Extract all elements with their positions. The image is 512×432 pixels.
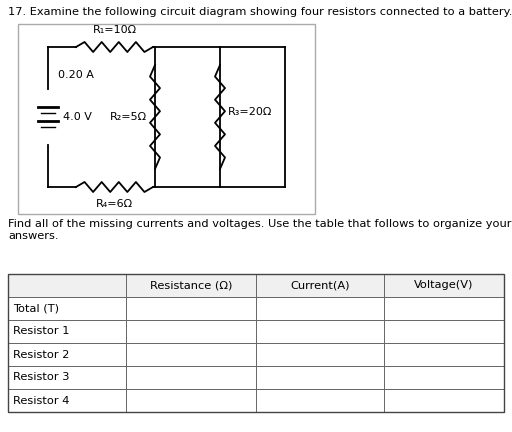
Text: R₁=10Ω: R₁=10Ω: [93, 25, 137, 35]
Bar: [8, 297, 504, 320]
Text: 4.0 V: 4.0 V: [63, 112, 92, 122]
Text: R₃=20Ω: R₃=20Ω: [228, 107, 272, 117]
Bar: [8, 274, 504, 412]
Bar: [8, 343, 504, 366]
Bar: [8, 366, 504, 389]
Bar: [8, 389, 504, 412]
Text: R₂=5Ω: R₂=5Ω: [110, 112, 147, 122]
Text: Resistor 1: Resistor 1: [13, 327, 70, 337]
Text: Voltage(V): Voltage(V): [414, 280, 474, 290]
Text: Resistor 2: Resistor 2: [13, 349, 69, 359]
Bar: [18, 24, 315, 214]
Bar: [8, 274, 504, 297]
Text: 0.20 A: 0.20 A: [58, 70, 94, 80]
Text: R₄=6Ω: R₄=6Ω: [96, 199, 133, 209]
Text: Resistance (Ω): Resistance (Ω): [150, 280, 232, 290]
Text: Current(A): Current(A): [290, 280, 350, 290]
Text: Find all of the missing currents and voltages. Use the table that follows to org: Find all of the missing currents and vol…: [8, 219, 511, 241]
Text: Total (T): Total (T): [13, 304, 59, 314]
Text: Resistor 3: Resistor 3: [13, 372, 70, 382]
Text: Resistor 4: Resistor 4: [13, 396, 69, 406]
Text: 17. Examine the following circuit diagram showing four resistors connected to a : 17. Examine the following circuit diagra…: [8, 7, 512, 17]
Bar: [8, 320, 504, 343]
